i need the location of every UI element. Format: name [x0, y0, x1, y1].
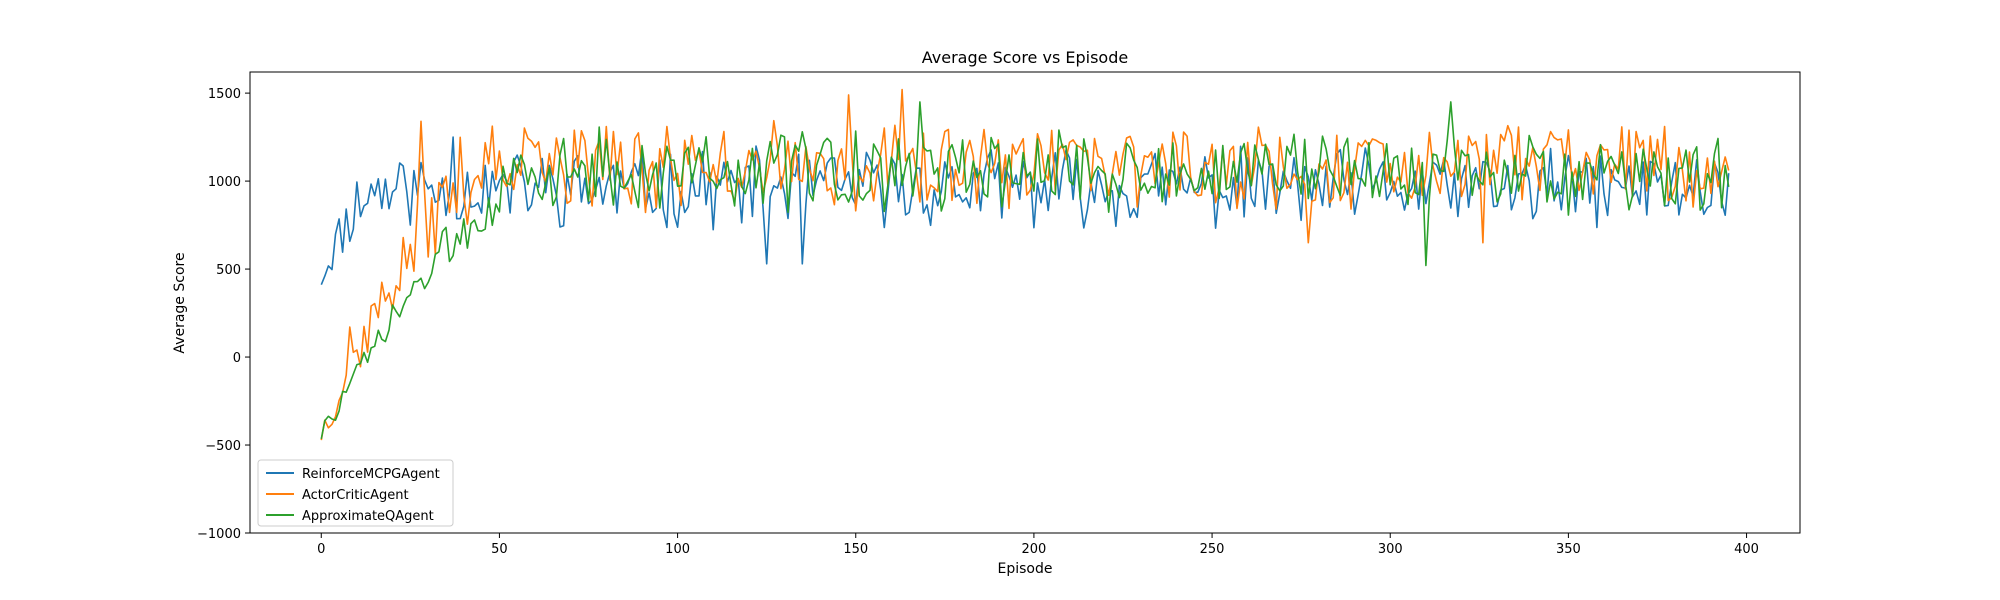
series-line-ApproximateQAgent — [320, 101, 1730, 440]
legend: ReinforceMCPGAgent ActorCriticAgent Approx… — [257, 459, 454, 527]
x-tick-label: 350 — [1556, 542, 1581, 557]
plot-area — [249, 71, 1801, 534]
x-axis: 0 50 100 150 200 250 300 350 400 — [317, 533, 1759, 557]
y-tick-label: 500 — [216, 263, 241, 278]
x-tick-label: 0 — [317, 542, 325, 557]
legend-label: ActorCriticAgent — [302, 488, 409, 503]
legend-box — [257, 459, 454, 527]
x-tick-label: 250 — [1200, 542, 1225, 557]
y-tick-label: 0 — [233, 351, 241, 366]
x-tick-label: 100 — [665, 542, 690, 557]
y-tick-label: 1500 — [208, 87, 241, 102]
chart-title: Average Score vs Episode — [922, 48, 1128, 67]
x-axis-label: Episode — [998, 561, 1053, 577]
legend-label: ReinforceMCPGAgent — [302, 467, 440, 482]
x-tick-label: 50 — [491, 542, 508, 557]
x-tick-label: 200 — [1021, 542, 1046, 557]
y-tick-label: 1000 — [208, 175, 241, 190]
x-tick-label: 300 — [1378, 542, 1403, 557]
y-axis-label: Average Score — [172, 252, 188, 353]
y-tick-label: −500 — [205, 439, 241, 454]
y-axis: −1000 −500 0 500 1000 1500 — [197, 87, 250, 542]
x-tick-label: 400 — [1734, 542, 1759, 557]
legend-label: ApproximateQAgent — [302, 509, 434, 524]
y-tick-label: −1000 — [197, 527, 241, 542]
series-layer — [320, 88, 1730, 441]
x-tick-label: 150 — [843, 542, 868, 557]
